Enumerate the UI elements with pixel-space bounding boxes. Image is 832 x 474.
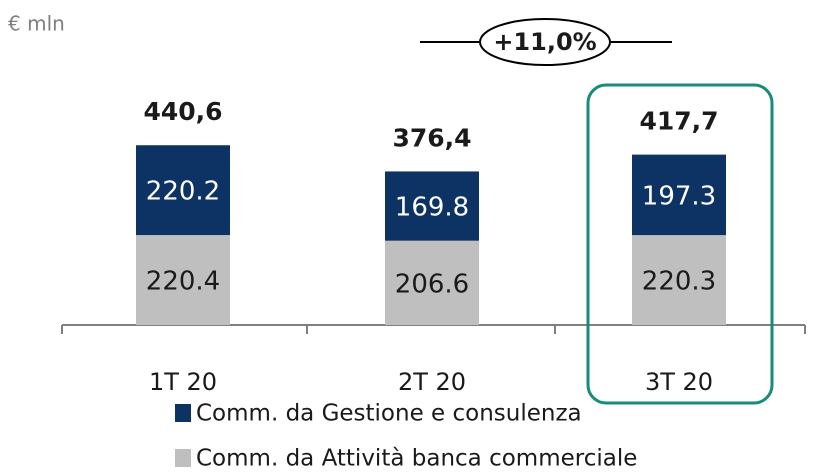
legend-swatch — [175, 404, 191, 422]
segment-label: 220.4 — [146, 267, 220, 297]
segment-label: 206.6 — [395, 269, 469, 299]
bar-segment — [385, 171, 479, 241]
unit-label: € mln — [8, 12, 65, 36]
bar-segment — [136, 235, 230, 325]
legend-label: Comm. da Attività banca commerciale — [196, 446, 637, 472]
bar-segment — [385, 240, 479, 325]
highlight-box — [586, 83, 774, 405]
total-label: 417,7 — [639, 107, 718, 136]
segment-label: 197.3 — [642, 181, 716, 211]
bar-segment — [136, 145, 230, 236]
legend-label: Comm. da Gestione e consulenza — [196, 401, 582, 427]
legend-swatch — [175, 449, 191, 467]
annotation: +11,0% — [493, 28, 596, 56]
total-label: 376,4 — [392, 123, 471, 152]
x-tick-label: 2T 20 — [398, 368, 466, 396]
segment-label: 220.2 — [146, 177, 220, 207]
segment-label: 169.8 — [395, 193, 469, 223]
segment-label: 220.3 — [642, 267, 716, 297]
x-tick-label: 1T 20 — [149, 368, 217, 396]
bar-segment — [632, 154, 726, 236]
x-tick-label: 3T 20 — [645, 368, 713, 396]
total-label: 440,6 — [143, 97, 222, 126]
annotation-ellipse — [479, 18, 611, 66]
bar-segment — [632, 235, 726, 325]
